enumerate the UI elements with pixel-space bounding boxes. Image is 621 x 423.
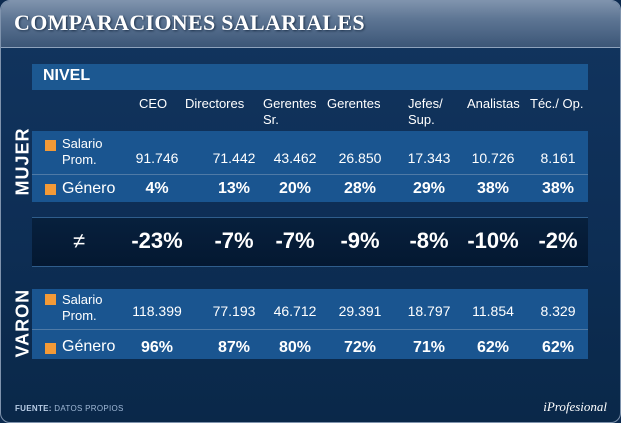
row-bullet-icon	[45, 343, 56, 354]
nivel-label: NIVEL	[43, 67, 91, 84]
table-cell: 77.193	[212, 303, 256, 319]
row-bullet-icon	[45, 184, 56, 195]
column-header-line: Téc./ Op.	[530, 96, 584, 111]
column-header-line: Gerentes	[263, 96, 317, 111]
table-cell: 46.712	[273, 303, 317, 319]
column-header-line: Analistas	[467, 96, 520, 111]
column-header-line: Directores	[185, 96, 245, 111]
varon-salary-band	[32, 289, 588, 329]
table-cell: 13%	[217, 180, 251, 197]
row-label-line: Prom.	[62, 152, 97, 167]
difference-cell: -9%	[340, 228, 380, 253]
row-label: Salario Prom.	[62, 136, 102, 168]
difference-cell: -7%	[214, 228, 254, 253]
table-cell: 28%	[343, 180, 377, 197]
column-header: Directores	[185, 96, 244, 112]
mujer-salary-band	[32, 131, 588, 174]
column-header: Gerentes	[327, 96, 380, 112]
column-header: Gerentes Sr.	[263, 96, 316, 128]
table-cell: 10.726	[471, 150, 515, 166]
source-label: FUENTE:	[15, 404, 52, 413]
table-cell: 62%	[541, 339, 575, 356]
table-cell: 96%	[140, 339, 174, 356]
table-cell: 118.399	[132, 303, 182, 319]
column-header-line: CEO	[139, 96, 168, 111]
table-cell: 17.343	[407, 150, 451, 166]
table-cell: 71%	[412, 339, 446, 356]
table-cell: 91.746	[135, 150, 179, 166]
column-header-line: Sup.	[408, 112, 435, 127]
table-cell: 29.391	[338, 303, 382, 319]
chart-title: COMPARACIONES SALARIALES	[14, 10, 365, 35]
difference-cell: -7%	[275, 228, 315, 253]
difference-cell: -2%	[538, 228, 578, 253]
table-cell: 4%	[145, 180, 169, 197]
table-cell: 87%	[217, 339, 251, 356]
row-bullet-icon	[45, 294, 56, 305]
column-header-line: Jefes/	[408, 96, 443, 111]
difference-band	[32, 217, 588, 267]
row-label-line: Prom.	[62, 308, 97, 323]
table-cell: 43.462	[273, 150, 317, 166]
column-header-line: Sr.	[263, 112, 279, 127]
row-label: Género	[62, 337, 115, 356]
row-label: Salario Prom.	[62, 292, 102, 324]
difference-cell: -8%	[409, 228, 449, 253]
varon-gender-band	[32, 330, 588, 359]
brand-logo: iProfesional	[543, 399, 607, 414]
row-divider	[32, 174, 588, 175]
table-cell: 38%	[476, 180, 510, 197]
column-header: Jefes/Sup.	[408, 96, 443, 128]
table-cell: 20%	[278, 180, 312, 197]
nivel-band	[32, 64, 588, 90]
row-label-line: Género	[62, 338, 116, 355]
difference-cell: -23%	[131, 228, 183, 253]
group-label-mujer: MUJER	[12, 127, 33, 196]
row-label-line: Salario	[62, 136, 103, 151]
table-cell: 8.161	[540, 150, 576, 166]
table-cell: 8.329	[540, 303, 576, 319]
table-cell: 80%	[278, 339, 312, 356]
table-cell: 62%	[476, 339, 510, 356]
difference-cell: -10%	[467, 228, 519, 253]
table-cell: 38%	[541, 180, 575, 197]
source-text: DATOS PROPIOS	[54, 404, 124, 413]
table-cell: 72%	[343, 339, 377, 356]
not-equal-icon: ≠	[73, 228, 86, 253]
table-cell: 18.797	[407, 303, 451, 319]
row-label-line: Salario	[62, 292, 103, 307]
source-note: FUENTE: DATOS PROPIOS	[15, 404, 124, 413]
header-bar	[1, 1, 620, 48]
table-cell: 26.850	[338, 150, 382, 166]
column-header: Téc./ Op.	[530, 96, 583, 112]
mujer-gender-band	[32, 175, 588, 202]
column-header: Analistas	[467, 96, 520, 112]
table-cell: 29%	[412, 180, 446, 197]
row-bullet-icon	[45, 140, 56, 151]
table-cell: 11.854	[472, 303, 514, 319]
group-label-varon: VARON	[12, 288, 33, 358]
column-header: CEO	[139, 96, 167, 112]
table-cell: 71.442	[212, 150, 256, 166]
row-label-line: Género	[62, 180, 116, 197]
column-header-line: Gerentes	[327, 96, 381, 111]
row-divider	[32, 329, 588, 330]
row-label: Género	[62, 179, 115, 198]
